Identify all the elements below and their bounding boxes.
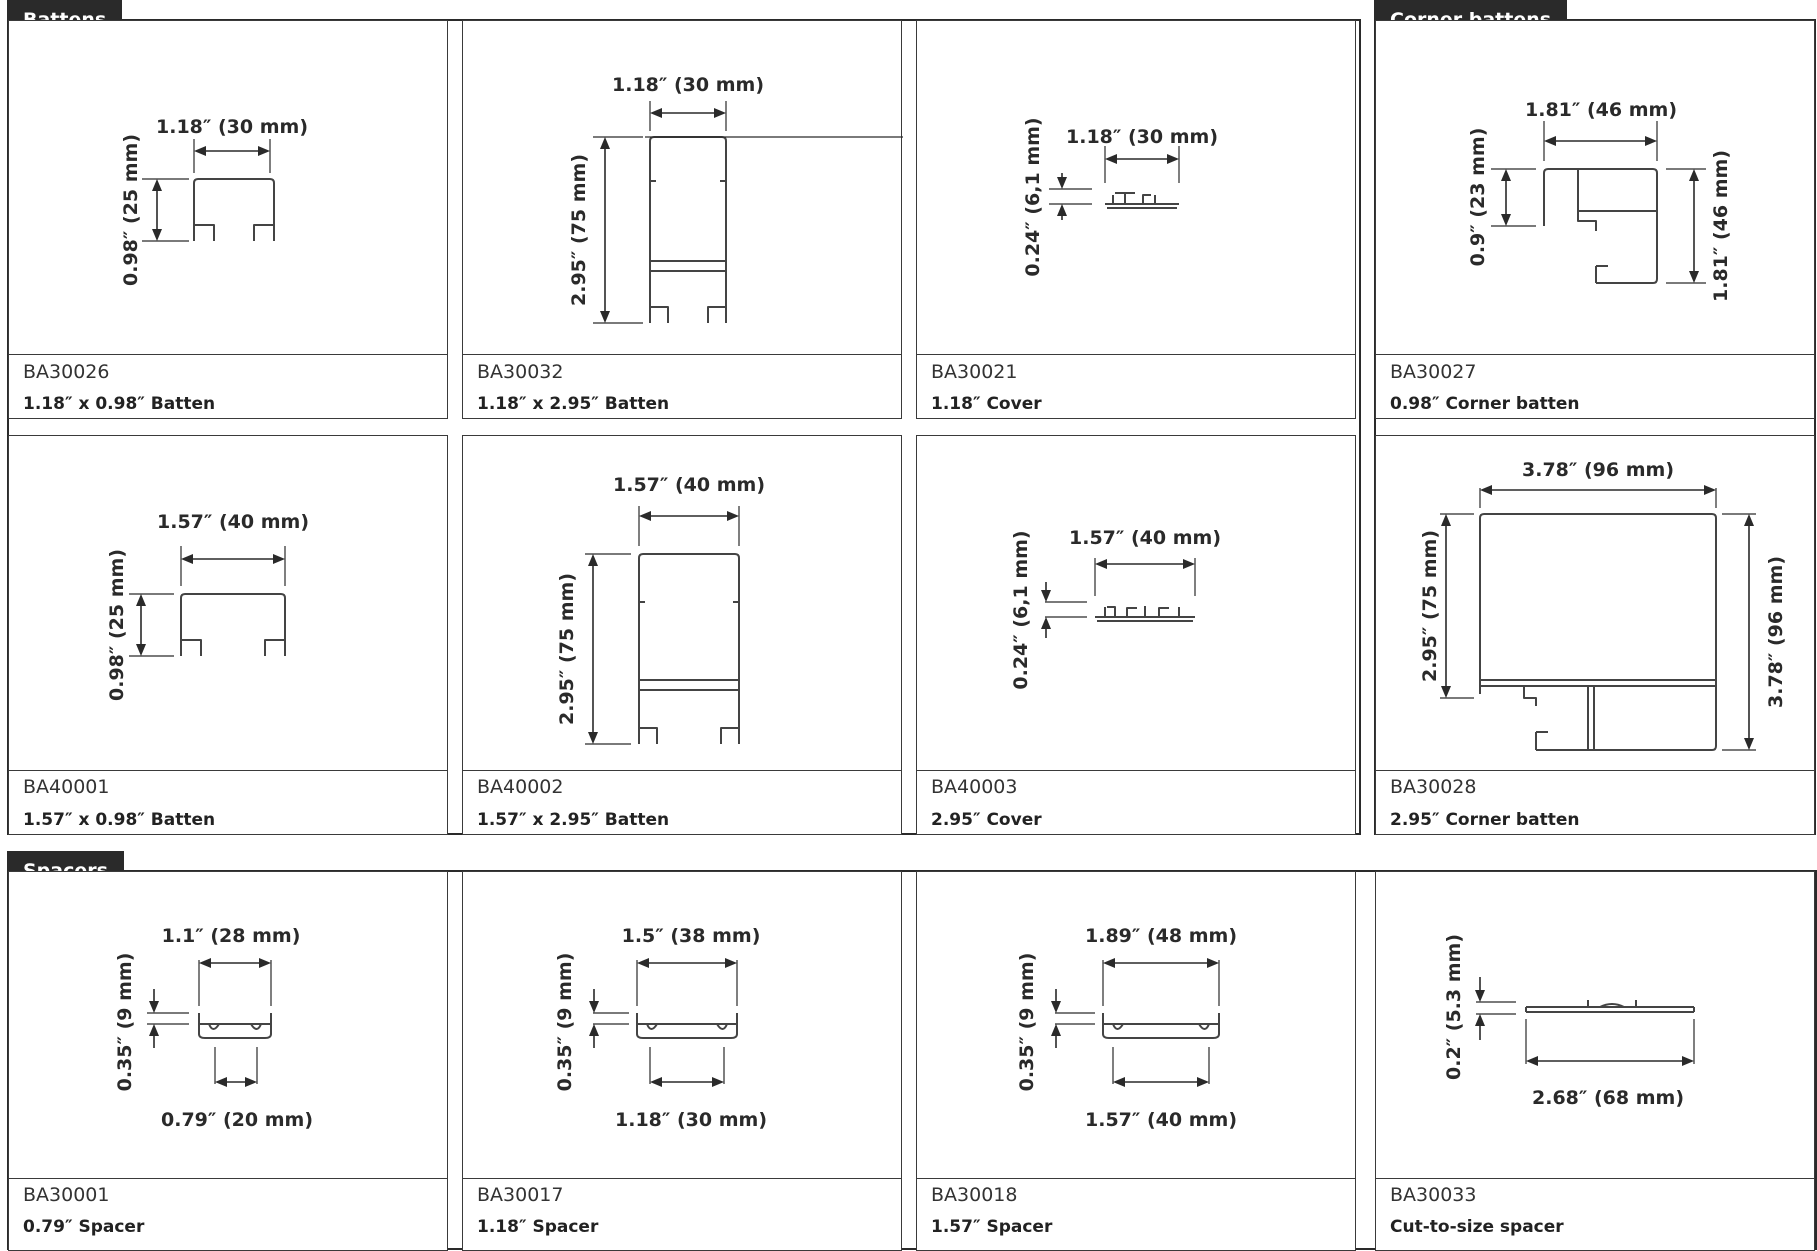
product-card: 1.89″ (48 mm) 1.57″ (40 mm) 0.35″ (9 mm)… bbox=[916, 871, 1356, 1251]
product-card: 1.57″ (40 mm) 2.95″ (75 mm) BA40002 1.57… bbox=[462, 435, 902, 835]
profile-drawing: 3.78″ (96 mm) 2.95″ (75 mm) 3.78″ (96 mm… bbox=[1376, 436, 1814, 771]
product-code: BA40001 bbox=[23, 776, 110, 798]
product-card: 1.81″ (46 mm) 0.9″ (23 mm) 1.81″ (46 mm)… bbox=[1375, 20, 1815, 419]
height-dimension-label-secondary: 3.78″ (96 mm) bbox=[1765, 556, 1787, 708]
product-name: 1.18″ x 0.98″ Batten bbox=[23, 394, 216, 414]
product-code: BA30028 bbox=[1390, 776, 1477, 798]
product-name: 0.79″ Spacer bbox=[23, 1217, 145, 1237]
width-dimension-label: 1.57″ (40 mm) bbox=[157, 511, 309, 533]
height-dimension-label: 0.9″ (23 mm) bbox=[1467, 128, 1489, 267]
product-code: BA30032 bbox=[477, 361, 564, 383]
product-name: 2.95″ Corner batten bbox=[1390, 810, 1580, 830]
height-dimension-label: 0.98″ (25 mm) bbox=[120, 134, 142, 286]
product-card: 3.78″ (96 mm) 2.95″ (75 mm) 3.78″ (96 mm… bbox=[1375, 435, 1815, 835]
bottom-width-dimension-label: 1.57″ (40 mm) bbox=[1085, 1109, 1237, 1131]
width-dimension-label: 1.57″ (40 mm) bbox=[613, 474, 765, 496]
height-dimension-label: 0.35″ (9 mm) bbox=[554, 953, 576, 1092]
width-dimension-label: 1.1″ (28 mm) bbox=[162, 925, 301, 947]
product-name: 1.57″ x 2.95″ Batten bbox=[477, 810, 670, 830]
width-dimension-label: 1.18″ (30 mm) bbox=[612, 74, 764, 96]
product-name: 1.18″ x 2.95″ Batten bbox=[477, 394, 670, 414]
width-dimension-label: 1.81″ (46 mm) bbox=[1525, 99, 1677, 121]
product-name: Cut-to-size spacer bbox=[1390, 1217, 1564, 1237]
profile-drawing: 1.57″ (40 mm) 0.24″ (6,1 mm) bbox=[917, 436, 1355, 771]
bottom-width-dimension-label: 1.18″ (30 mm) bbox=[615, 1109, 767, 1131]
product-code: BA30021 bbox=[931, 361, 1018, 383]
height-dimension-label: 2.95″ (75 mm) bbox=[568, 154, 590, 306]
product-name: 1.18″ Spacer bbox=[477, 1217, 599, 1237]
profile-drawing: 1.18″ (30 mm) 2.95″ (75 mm) bbox=[463, 21, 903, 355]
profile-drawing: 1.5″ (38 mm) 1.18″ (30 mm) 0.35″ (9 mm) bbox=[463, 872, 901, 1179]
profile-drawing: 1.18″ (30 mm) 0.98″ (25 mm) bbox=[9, 21, 447, 355]
height-dimension-label-secondary: 1.81″ (46 mm) bbox=[1710, 150, 1732, 302]
product-card: 1.57″ (40 mm) 0.24″ (6,1 mm) BA40003 2.9… bbox=[916, 435, 1356, 835]
bottom-width-dimension-label: 0.79″ (20 mm) bbox=[161, 1109, 313, 1131]
width-dimension-label: 3.78″ (96 mm) bbox=[1522, 459, 1674, 481]
profile-drawing: 1.81″ (46 mm) 0.9″ (23 mm) 1.81″ (46 mm) bbox=[1376, 21, 1814, 355]
product-code: BA30026 bbox=[23, 361, 110, 383]
profile-drawing: 2.68″ (68 mm) 0.2″ (5.3 mm) bbox=[1376, 872, 1814, 1179]
profile-drawing: 1.18″ (30 mm) 0.24″ (6,1 mm) bbox=[917, 21, 1355, 355]
width-dimension-label: 1.89″ (48 mm) bbox=[1085, 925, 1237, 947]
product-code: BA30018 bbox=[931, 1184, 1018, 1206]
product-name: 1.57″ Spacer bbox=[931, 1217, 1053, 1237]
width-dimension-label: 1.5″ (38 mm) bbox=[622, 925, 761, 947]
product-code: BA40002 bbox=[477, 776, 564, 798]
product-card: 1.18″ (30 mm) 2.95″ (75 mm) BA30032 1.18… bbox=[462, 20, 903, 419]
profile-drawing: 1.57″ (40 mm) 0.98″ (25 mm) bbox=[9, 436, 447, 771]
product-card: 1.18″ (30 mm) 0.24″ (6,1 mm) BA30021 1.1… bbox=[916, 20, 1356, 419]
profile-drawing: 1.57″ (40 mm) 2.95″ (75 mm) bbox=[463, 436, 901, 771]
height-dimension-label: 0.24″ (6,1 mm) bbox=[1022, 117, 1044, 276]
product-name: 0.98″ Corner batten bbox=[1390, 394, 1580, 414]
width-dimension-label: 1.57″ (40 mm) bbox=[1069, 527, 1221, 549]
product-code: BA30001 bbox=[23, 1184, 110, 1206]
product-name: 2.95″ Cover bbox=[931, 810, 1042, 830]
product-code: BA30027 bbox=[1390, 361, 1477, 383]
height-dimension-label: 2.95″ (75 mm) bbox=[556, 573, 578, 725]
height-dimension-label: 0.98″ (25 mm) bbox=[106, 549, 128, 701]
width-dimension-label: 1.18″ (30 mm) bbox=[156, 116, 308, 138]
height-dimension-label: 0.35″ (9 mm) bbox=[114, 953, 136, 1092]
width-dimension-label: 1.18″ (30 mm) bbox=[1066, 126, 1218, 148]
profile-drawing: 1.89″ (48 mm) 1.57″ (40 mm) 0.35″ (9 mm) bbox=[917, 872, 1355, 1179]
product-code: BA40003 bbox=[931, 776, 1018, 798]
product-card: 1.18″ (30 mm) 0.98″ (25 mm) BA30026 1.18… bbox=[8, 20, 448, 419]
product-card: 1.57″ (40 mm) 0.98″ (25 mm) BA40001 1.57… bbox=[8, 435, 448, 835]
profile-drawing: 1.1″ (28 mm) 0.79″ (20 mm) 0.35″ (9 mm) bbox=[9, 872, 447, 1179]
product-name: 1.57″ x 0.98″ Batten bbox=[23, 810, 216, 830]
height-dimension-label: 0.35″ (9 mm) bbox=[1016, 953, 1038, 1092]
height-dimension-label: 2.95″ (75 mm) bbox=[1419, 530, 1441, 682]
height-dimension-label: 0.24″ (6,1 mm) bbox=[1010, 530, 1032, 689]
width-dimension-label: 2.68″ (68 mm) bbox=[1532, 1087, 1684, 1109]
product-card: 1.1″ (28 mm) 0.79″ (20 mm) 0.35″ (9 mm) … bbox=[8, 871, 448, 1251]
product-card: 1.5″ (38 mm) 1.18″ (30 mm) 0.35″ (9 mm) … bbox=[462, 871, 902, 1251]
product-card: 2.68″ (68 mm) 0.2″ (5.3 mm) BA30033 Cut-… bbox=[1375, 871, 1815, 1251]
product-code: BA30017 bbox=[477, 1184, 564, 1206]
height-dimension-label: 0.2″ (5.3 mm) bbox=[1443, 934, 1465, 1080]
product-name: 1.18″ Cover bbox=[931, 394, 1042, 414]
product-code: BA30033 bbox=[1390, 1184, 1477, 1206]
